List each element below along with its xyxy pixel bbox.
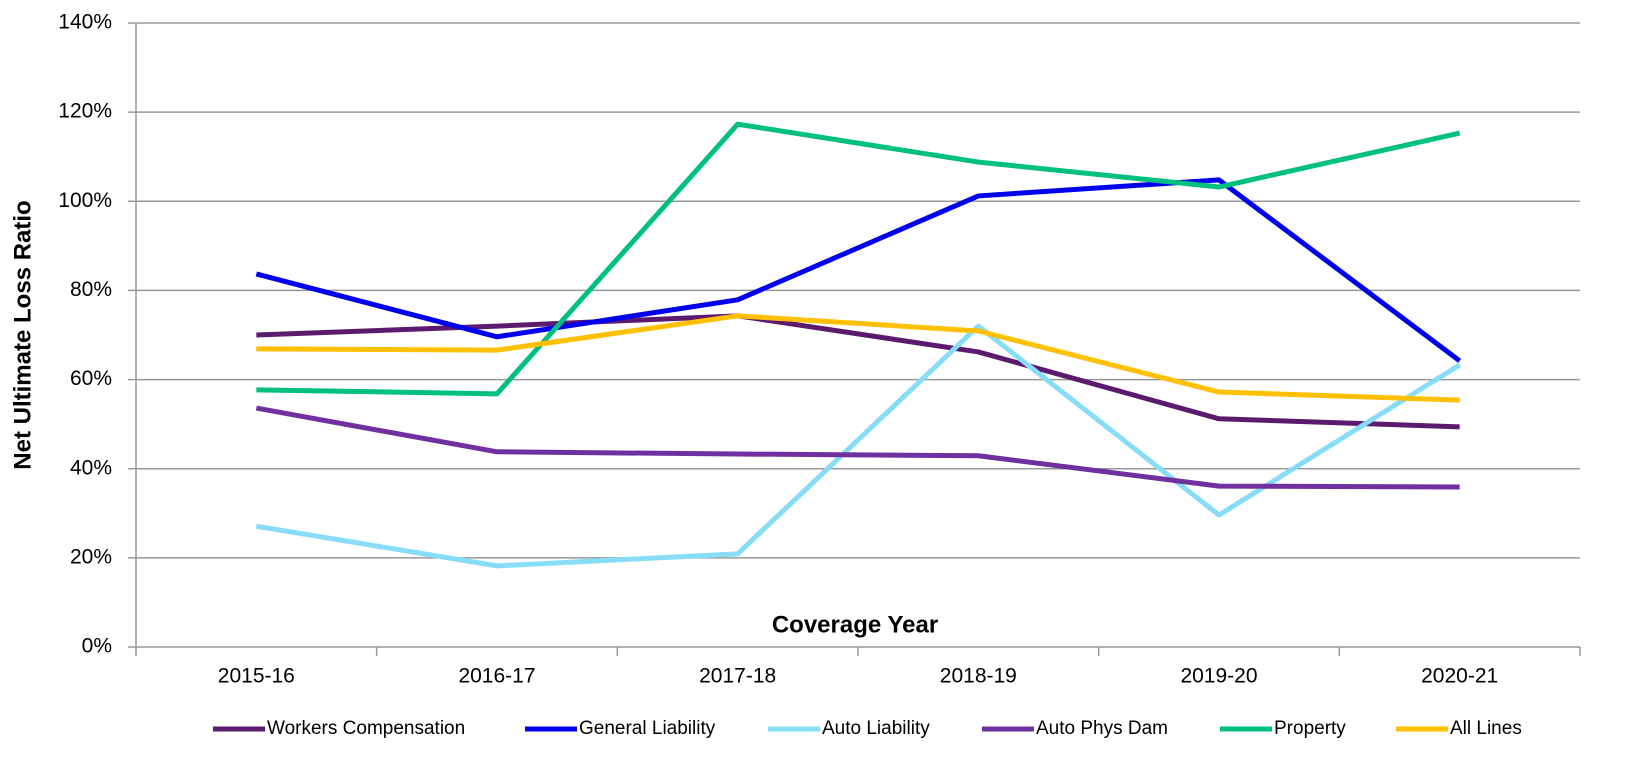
y-tick-label: 20% [70, 545, 112, 568]
series-line [255, 405, 1460, 490]
y-tick-label: 140% [58, 11, 112, 34]
x-tick-label: 2020-21 [1421, 665, 1498, 688]
series-line [256, 121, 1461, 397]
legend-label: General Liability [579, 718, 716, 739]
x-tick-label: 2019-20 [1180, 665, 1257, 688]
series-line [255, 177, 1462, 363]
series-line [256, 313, 1460, 403]
series-line [255, 323, 1461, 569]
x-tick-label: 2018-19 [940, 665, 1017, 688]
y-axis-title: Net Ultimate Loss Ratio [9, 200, 36, 469]
y-tick-label: 0% [82, 635, 112, 658]
x-tick-label: 2016-17 [458, 665, 535, 688]
x-axis-title: Coverage Year [772, 611, 938, 638]
legend-label: All Lines [1450, 718, 1522, 739]
y-tick-label: 100% [58, 189, 112, 212]
legend-label: Workers Compensation [267, 718, 465, 739]
y-tick-label: 40% [70, 456, 112, 479]
legend-label: Auto Phys Dam [1036, 718, 1168, 739]
y-tick-label: 60% [70, 367, 112, 390]
series-line [256, 313, 1460, 430]
legend-label: Property [1274, 718, 1346, 739]
y-tick-label: 120% [58, 100, 112, 123]
x-tick-label: 2015-16 [218, 665, 295, 688]
legend-label: Auto Liability [822, 718, 930, 739]
y-tick-label: 80% [70, 278, 112, 301]
x-tick-label: 2017-18 [699, 665, 776, 688]
